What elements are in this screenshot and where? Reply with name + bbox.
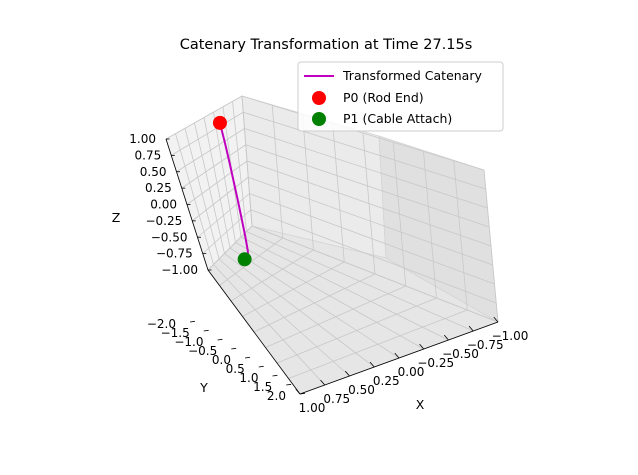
y-tick-label: 1.0 <box>239 371 258 385</box>
gridline-wall-z2 <box>250 209 497 304</box>
x-tick-mark <box>419 343 425 350</box>
gridline-floor-y <box>229 247 400 359</box>
y-tick-label: −1.5 <box>161 326 190 340</box>
x-tick-label: 1.00 <box>299 401 326 415</box>
gridline-floor-y <box>224 253 375 368</box>
x-tick-label: 0.50 <box>348 383 375 397</box>
y-tick-label: 0.5 <box>226 362 245 376</box>
z-tick-label: 0.25 <box>145 181 172 195</box>
gridline-floor-y <box>235 242 424 350</box>
x-tick-mark <box>344 370 350 377</box>
z-tick-label: 0.75 <box>135 148 162 162</box>
y-tick-label: −0.5 <box>188 344 217 358</box>
x-tick-label: −0.25 <box>417 356 454 370</box>
x-tick-mark <box>468 325 474 332</box>
y-tick-mark <box>258 365 264 368</box>
y-tick-mark <box>244 356 250 359</box>
legend-label-p1: P1 (Cable Attach) <box>343 111 452 126</box>
y-tick-mark <box>189 320 195 323</box>
y-tick-label: 2.0 <box>267 389 286 403</box>
gridline-wall-z <box>197 193 250 238</box>
x-tick-label: −0.75 <box>467 338 504 352</box>
y-axis-line <box>207 269 301 395</box>
gridline-wall-z <box>171 111 244 156</box>
x-tick-mark <box>394 352 400 359</box>
x-tick-mark <box>295 388 301 395</box>
gridline-wall-z2 <box>249 193 495 285</box>
x-tick-label: 0.25 <box>373 374 400 388</box>
z-tick-label: −0.50 <box>151 230 188 244</box>
gridline-wall-z2 <box>248 176 493 266</box>
gridline-wall-z <box>181 144 246 189</box>
legend-label-p0: P0 (Rod End) <box>343 90 424 105</box>
gridline-wall-z <box>202 209 252 254</box>
gridline-floor-y <box>240 236 449 341</box>
y-tick-mark <box>286 383 292 386</box>
z-axis-ticks: −1.00 −0.75 −0.50 −0.25 0.00 0.25 0.50 0.75 1.00 <box>129 132 212 277</box>
y-tick-label: −1.0 <box>174 335 203 349</box>
x-tick-mark <box>443 334 449 341</box>
y-tick-mark <box>217 338 223 341</box>
gridline-wall-z <box>186 160 248 205</box>
y-tick-label: −2.0 <box>147 317 176 331</box>
y-axis-ticks: −2.0−1.5−1.0−0.50.00.51.01.52.0 <box>147 317 305 403</box>
gridline-wall-z <box>176 128 245 173</box>
y-tick-mark <box>203 329 209 332</box>
gridline-floor-y <box>218 258 350 377</box>
y-axis-label: Y <box>199 380 208 395</box>
y-tick-mark <box>231 347 237 350</box>
y-tick-label: 0.0 <box>212 353 231 367</box>
x-tick-mark <box>320 379 326 386</box>
gridline-floor-y <box>246 231 474 332</box>
point-p1-cable-attach <box>237 252 252 267</box>
z-tick-label: 1.00 <box>129 132 156 146</box>
x-tick-label: 0.75 <box>323 392 350 406</box>
y-tick-label: 1.5 <box>253 380 272 394</box>
gridline-wall-z2 <box>244 128 488 209</box>
gridline-wall-z2 <box>241 95 485 171</box>
chart-title: Catenary Transformation at Time 27.15s <box>180 37 473 53</box>
y-tick-mark <box>272 374 278 377</box>
gridline-wall-z <box>192 176 249 222</box>
legend-marker-p1 <box>312 112 326 126</box>
legend: Transformed Catenary P0 (Rod End) P1 (Ca… <box>297 61 504 132</box>
x-tick-mark <box>493 316 499 323</box>
x-tick-mark <box>369 361 375 368</box>
x-axis-label: X <box>416 397 425 412</box>
z-tick-label: −1.00 <box>161 263 198 277</box>
z-axis-label: Z <box>112 210 121 225</box>
x-tick-label: −1.00 <box>492 329 529 343</box>
gridline-wall-z2 <box>251 225 499 323</box>
y-tick-mark <box>299 392 305 395</box>
point-p0-rod-end <box>212 115 227 130</box>
gridline-wall-z2 <box>243 111 486 190</box>
gridline-wall-z2 <box>245 144 490 228</box>
x-tick-label: −0.50 <box>442 347 479 361</box>
z-tick-label: −0.25 <box>145 214 182 228</box>
legend-label-catenary: Transformed Catenary <box>342 68 482 83</box>
legend-marker-p0 <box>312 91 326 105</box>
z-tick-label: 0.00 <box>150 198 177 212</box>
gridline-wall-z <box>165 95 243 140</box>
z-tick-label: −0.75 <box>156 247 193 261</box>
x-tick-label: 0.00 <box>398 365 425 379</box>
gridline-wall-z2 <box>246 160 492 247</box>
data-marks <box>212 115 252 267</box>
gridline-floor-y <box>213 264 326 386</box>
z-tick-label: 0.50 <box>140 165 167 179</box>
legend-frame <box>297 61 504 132</box>
x-axis-ticks: 1.000.750.500.250.00−0.25−0.50−0.75−1.00 <box>295 316 529 415</box>
